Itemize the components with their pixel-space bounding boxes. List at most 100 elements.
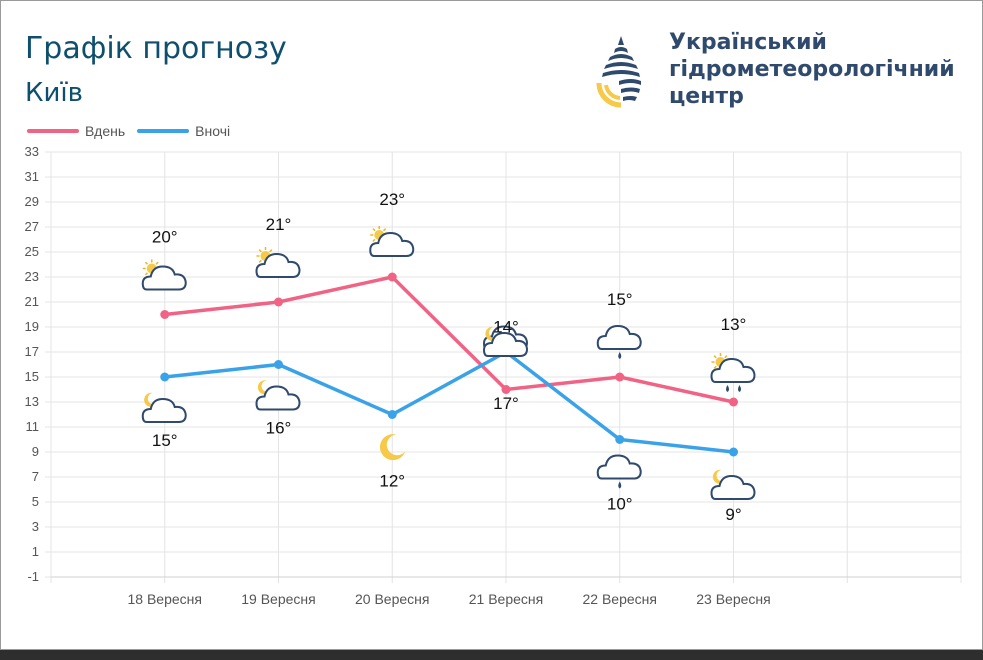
day-data-point[interactable] xyxy=(615,372,625,382)
cloud-shape xyxy=(255,385,301,411)
y-tick-label: 21 xyxy=(25,294,39,309)
moon-cloud-icon xyxy=(482,326,529,357)
cloud-shape xyxy=(710,474,756,500)
y-tick-label: 33 xyxy=(25,144,39,159)
legend-swatch-night xyxy=(137,129,190,133)
sun-ray xyxy=(713,365,717,369)
cloud-shape xyxy=(596,324,642,350)
y-tick-label: 17 xyxy=(25,344,39,359)
organization-name: Український гідрометеорологічний центр xyxy=(669,29,955,110)
night-temp-label: 9° xyxy=(725,505,741,524)
moon-shape xyxy=(257,380,272,395)
moon-shape xyxy=(144,392,158,407)
sun-ray xyxy=(258,249,262,253)
legend-label-day: Вдень xyxy=(85,123,126,139)
night-temp-label: 15° xyxy=(152,431,178,450)
org-line-2: гідрометеорологічний xyxy=(669,57,955,82)
moon-shape xyxy=(712,469,727,484)
x-tick-label: 18 Вересня xyxy=(128,591,202,607)
moon-shape xyxy=(485,326,499,341)
org-line-1: Український xyxy=(669,30,827,55)
y-tick-label: 31 xyxy=(25,169,39,184)
rain-drop xyxy=(618,481,622,489)
y-tick-label: 1 xyxy=(32,544,39,559)
day-temp-label: 13° xyxy=(721,315,747,334)
day-data-point[interactable] xyxy=(729,397,738,407)
cloud-shape xyxy=(710,357,756,383)
page-title: Графік прогнозу xyxy=(25,31,287,66)
cloud-rain-icon xyxy=(596,324,642,359)
y-tick-label: 13 xyxy=(25,394,39,409)
day-data-point[interactable] xyxy=(387,272,397,282)
y-tick-label: 25 xyxy=(25,244,39,259)
chart-legend: Вдень Вночі xyxy=(27,123,242,139)
night-data-point[interactable] xyxy=(615,435,625,444)
rain-drop xyxy=(618,352,622,359)
night-data-point[interactable] xyxy=(387,410,397,419)
rain-drop xyxy=(726,385,729,392)
sun-ray xyxy=(258,259,262,263)
y-tick-label: 7 xyxy=(32,469,39,484)
y-tick-label: 11 xyxy=(26,419,40,434)
x-tick-label: 23 Вересня xyxy=(696,591,770,607)
sun-cloud-icon xyxy=(255,247,301,278)
night-temp-label: 17° xyxy=(493,394,519,413)
day-temp-label: 14° xyxy=(493,318,519,337)
y-tick-label: -1 xyxy=(27,569,39,584)
cloud-shape xyxy=(482,331,529,357)
rain-drop xyxy=(738,385,741,392)
cloud-shape xyxy=(141,397,187,423)
y-tick-label: 3 xyxy=(32,519,39,534)
sun-ray xyxy=(372,228,376,232)
x-tick-label: 21 Вересня xyxy=(469,591,543,607)
sun-ray xyxy=(144,272,149,276)
y-tick-label: 29 xyxy=(25,194,39,209)
cloud-shape xyxy=(596,454,642,480)
day-temp-label: 21° xyxy=(266,215,292,234)
sun-cloud-icon xyxy=(369,226,415,257)
legend-item-night[interactable]: Вночі xyxy=(137,123,230,139)
sun-ray xyxy=(372,238,376,242)
cloud-shape xyxy=(141,265,187,291)
legend-swatch-day xyxy=(27,129,79,133)
sun-cloud-icon xyxy=(141,259,187,291)
x-tick-label: 22 Вересня xyxy=(583,591,657,607)
day-data-point[interactable] xyxy=(501,385,511,394)
cloud-rain-icon xyxy=(596,454,642,489)
night-data-point[interactable] xyxy=(729,447,738,457)
x-tick-label: 19 Вересня xyxy=(241,591,315,607)
moon-shape xyxy=(379,434,406,461)
sun-ray xyxy=(144,261,149,265)
night-data-point[interactable] xyxy=(274,360,283,369)
sun-cloud-rain-icon xyxy=(710,353,756,392)
sun-ray xyxy=(269,249,273,253)
night-temp-label: 16° xyxy=(266,419,292,438)
moon-cloud-icon xyxy=(710,469,756,500)
y-tick-label: 5 xyxy=(32,494,39,509)
y-tick-label: 9 xyxy=(32,444,39,459)
y-tick-label: 23 xyxy=(25,269,39,284)
sun-ray xyxy=(382,228,387,232)
drop-logo-icon xyxy=(596,36,641,108)
night-temp-label: 10° xyxy=(607,495,633,514)
y-tick-label: 19 xyxy=(25,319,39,334)
x-tick-label: 20 Вересня xyxy=(355,591,429,607)
night-temp-label: 12° xyxy=(379,472,405,491)
day-data-point[interactable] xyxy=(160,310,170,319)
page-background-strip xyxy=(0,650,983,660)
cloud-shape xyxy=(369,231,415,257)
moon-icon xyxy=(379,434,406,461)
moon-cloud-icon xyxy=(255,380,301,411)
day-data-point[interactable] xyxy=(274,297,283,307)
legend-item-day[interactable]: Вдень xyxy=(27,123,125,139)
cloud-shape xyxy=(255,252,301,278)
sun-ray xyxy=(713,355,717,359)
y-tick-label: 15 xyxy=(25,369,39,384)
night-data-point[interactable] xyxy=(160,372,170,382)
day-temp-label: 20° xyxy=(152,228,178,247)
org-line-3: центр xyxy=(669,84,744,109)
city-name: Київ xyxy=(25,78,83,108)
